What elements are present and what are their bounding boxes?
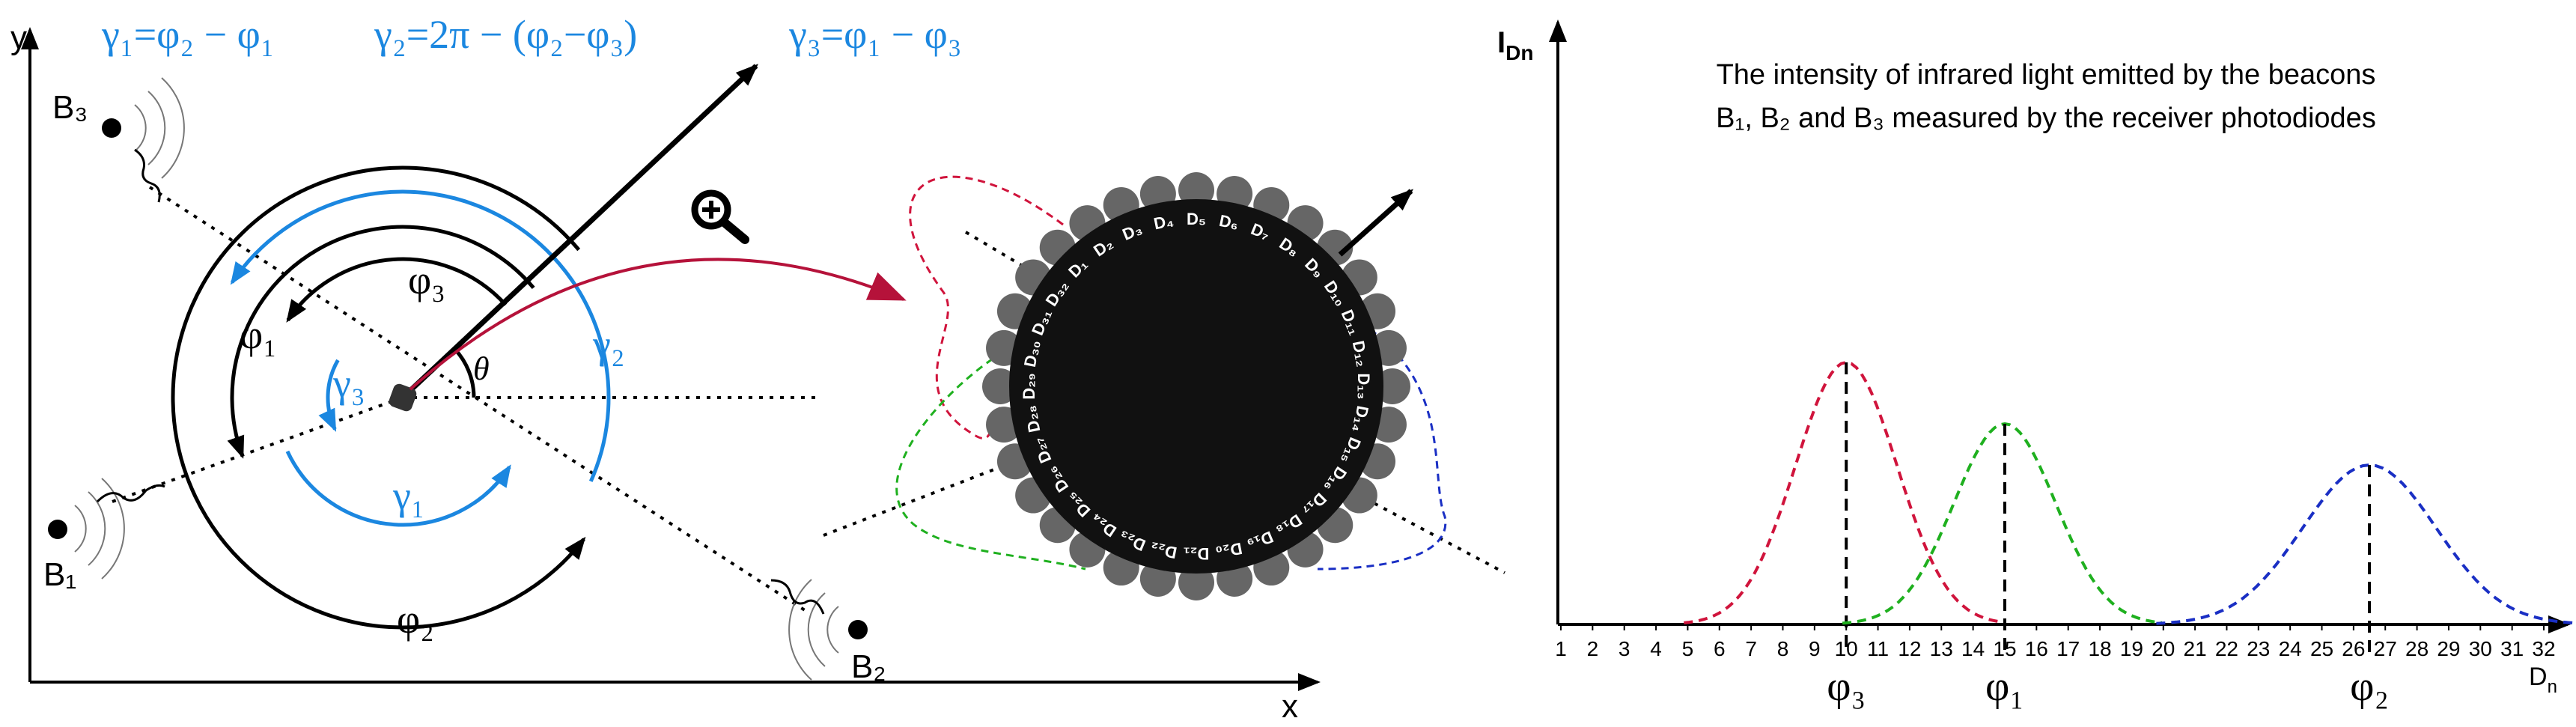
peak-label: φ₂	[2350, 663, 2389, 710]
x-tick-label: 32	[2532, 637, 2555, 660]
x-tick-label: 22	[2215, 637, 2238, 660]
formula: γ₃=φ₁ − φ₃	[788, 12, 962, 57]
beacon-label: B₁	[43, 556, 76, 593]
diode-label: D₆	[1218, 211, 1240, 234]
zoom-icon	[691, 189, 749, 244]
x-tick-label: 3	[1619, 637, 1630, 660]
diode-label: D₂₁	[1184, 544, 1210, 563]
chart-title: The intensity of infrared light emitted …	[1717, 59, 2376, 91]
x-tick-label: 20	[2152, 637, 2175, 660]
peak-label: φ₃	[1827, 663, 1866, 710]
x-tick-label: 27	[2374, 637, 2397, 660]
y-axis-label: IDn	[1497, 26, 1533, 64]
x-tick-label: 11	[1867, 637, 1889, 660]
gamma3-arc	[318, 359, 340, 432]
x-tick-label: 17	[2056, 637, 2080, 660]
chart-title: B₁, B₂ and B₃ measured by the receiver p…	[1716, 103, 2376, 134]
diode-bump	[1374, 368, 1410, 404]
angle-label: φ₂	[397, 597, 434, 642]
x-axis-label: x	[1282, 688, 1298, 725]
x-tick-label: 6	[1714, 637, 1726, 660]
phi2-arc	[171, 165, 586, 630]
peak-label: φ₁	[1985, 663, 2024, 710]
beacon-label: B₃	[52, 89, 88, 126]
label-base: I	[1497, 26, 1505, 59]
x-tick-label: 24	[2279, 637, 2302, 660]
theta-arc	[453, 347, 476, 398]
x-tick-label: 12	[1898, 637, 1921, 660]
intensity-curve	[2156, 463, 2576, 625]
gamma2-arc	[230, 189, 611, 482]
zoom-arrow	[409, 258, 907, 391]
beacons	[48, 77, 868, 681]
robot	[389, 383, 417, 412]
diode-bump	[1178, 565, 1214, 600]
phi1-arc	[227, 225, 535, 459]
x-tick-label: 1	[1555, 637, 1567, 660]
label-sub: Dn	[1505, 41, 1533, 64]
x-tick-label: 23	[2247, 637, 2270, 660]
x-tick-label: 16	[2025, 637, 2048, 660]
gamma1-arc	[285, 450, 511, 527]
x-tick-label: 7	[1745, 637, 1757, 660]
angle-label: γ₃	[332, 361, 365, 406]
x-tick-label: 30	[2469, 637, 2492, 660]
angle-label: γ₁	[392, 473, 425, 518]
x-tick-label: 2	[1587, 637, 1599, 660]
x-tick-label: 31	[2500, 637, 2524, 660]
beacon-label: B₂	[851, 648, 886, 685]
heading-arrow	[401, 64, 758, 400]
x-tick-label: 19	[2120, 637, 2143, 660]
x-tick-label: 14	[1961, 637, 1985, 660]
diode-bump	[1178, 172, 1214, 208]
intensity-curve	[1684, 360, 2004, 624]
diode-label: D₅	[1187, 210, 1206, 228]
diode-bump	[982, 368, 1018, 404]
label-sub: n	[2548, 677, 2557, 697]
angle-label: φ₃	[408, 258, 445, 302]
formula: γ₁=φ₂ − φ₁	[101, 12, 275, 57]
angle-label: γ₂	[592, 322, 625, 367]
receiver-heading	[1338, 189, 1413, 257]
x-tick-label: 8	[1777, 637, 1789, 660]
receiver-body	[1009, 199, 1383, 574]
x-tick-label: 25	[2310, 637, 2333, 660]
angle-label: θ	[473, 350, 490, 387]
angle-label: φ₁	[240, 312, 277, 357]
x-tick-label: 18	[2088, 637, 2111, 660]
formula: γ₂=2π − (φ₂−φ₃)	[374, 12, 637, 57]
label-base: D	[2529, 663, 2548, 691]
x-axis-label: Dn	[2529, 663, 2557, 697]
phi3-arc	[286, 257, 508, 323]
x-tick-label: 13	[1930, 637, 1953, 660]
x-tick-label: 9	[1809, 637, 1821, 660]
x-tick-label: 4	[1650, 637, 1662, 660]
diode-label: D₄	[1152, 211, 1175, 234]
x-tick-label: 26	[2342, 637, 2365, 660]
diode-label: D₁₃	[1354, 373, 1373, 399]
x-tick-label: 29	[2437, 637, 2460, 660]
y-axis-label: y	[10, 19, 27, 56]
intensity-curve	[1842, 422, 2163, 625]
x-tick-label: 28	[2405, 637, 2429, 660]
x-tick-label: 5	[1682, 637, 1694, 660]
x-tick-label: 21	[2184, 637, 2207, 660]
diode-label: D₂₉	[1020, 373, 1038, 400]
